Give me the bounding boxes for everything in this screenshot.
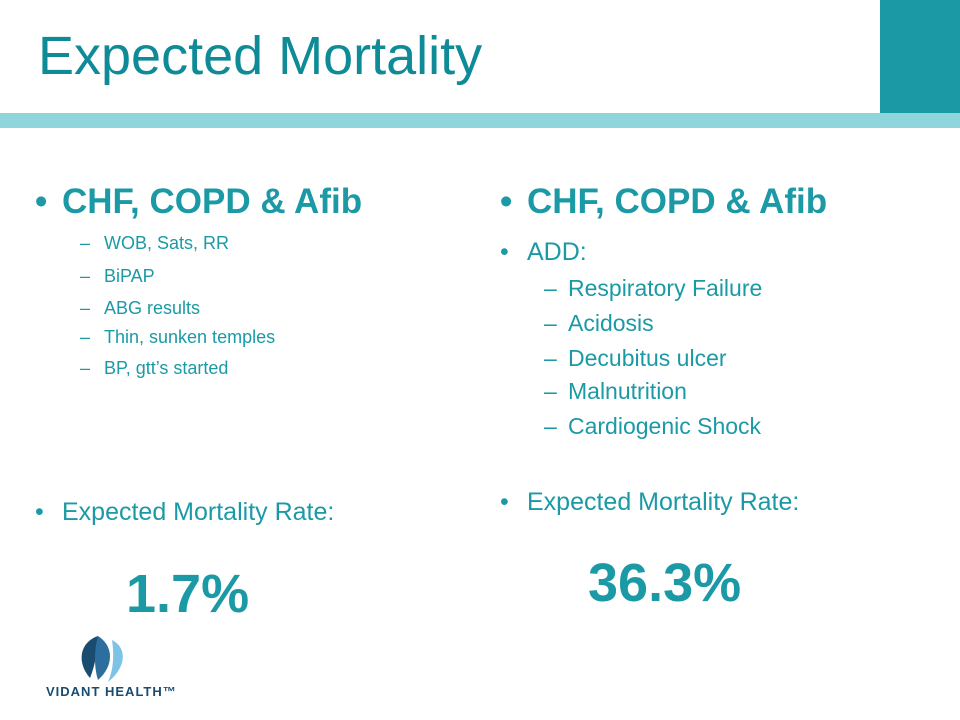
left-item: BP, gtt’s started: [80, 358, 229, 379]
right-rate-label: Expected Mortality Rate:: [500, 488, 799, 517]
logo-wordmark: VIDANT HEALTH™: [46, 684, 177, 699]
right-item: Decubitus ulcer: [544, 345, 726, 372]
left-item: Thin, sunken temples: [80, 327, 275, 348]
right-rate-value: 36.3%: [588, 553, 742, 613]
left-item: WOB, Sats, RR: [80, 233, 229, 254]
right-item: Respiratory Failure: [544, 275, 762, 302]
right-heading: CHF, COPD & Afib: [500, 182, 827, 222]
right-item: Acidosis: [544, 310, 654, 337]
left-rate-label: Expected Mortality Rate:: [35, 498, 334, 527]
right-item: Malnutrition: [544, 378, 687, 405]
left-item: BiPAP: [80, 266, 155, 287]
right-item: Cardiogenic Shock: [544, 413, 761, 440]
logo-mark-icon: [81, 636, 123, 682]
left-item: ABG results: [80, 298, 200, 319]
left-heading: CHF, COPD & Afib: [35, 182, 362, 222]
vidant-health-logo: VIDANT HEALTH™: [46, 632, 176, 702]
right-add-label: ADD:: [500, 238, 587, 267]
title-area: Expected Mortality: [0, 0, 960, 113]
header-stripe: [0, 113, 960, 128]
slide-title: Expected Mortality: [0, 0, 880, 113]
left-rate-value: 1.7%: [126, 564, 250, 624]
